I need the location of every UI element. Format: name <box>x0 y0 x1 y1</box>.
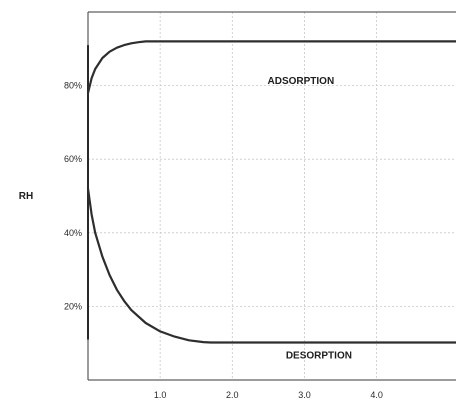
y-tick-label: 80% <box>64 81 82 91</box>
x-tick-label: 4.0 <box>370 390 383 400</box>
grid-layer <box>88 12 456 380</box>
annotation-adsorption: ADSORPTION <box>268 76 335 87</box>
y-tick-label: 20% <box>64 301 82 311</box>
series-layer <box>86 40 456 344</box>
x-tick-label: 3.0 <box>298 390 311 400</box>
annotation-desorption: DESORPTION <box>286 351 352 362</box>
annotations: ADSORPTION DESORPTION <box>268 76 352 362</box>
x-tick-label: 2.0 <box>226 390 239 400</box>
x-tick-label: 1.0 <box>154 390 167 400</box>
y-tick-label: 60% <box>64 154 82 164</box>
plot-frame <box>87 11 456 381</box>
series-line-0 <box>86 40 456 95</box>
tick-labels: 1.0 2.0 3.0 4.0 20% 40% 60% 80% <box>64 81 383 400</box>
series-line-1 <box>86 187 456 344</box>
y-axis-title: RH <box>19 191 33 202</box>
y-tick-label: 40% <box>64 228 82 238</box>
